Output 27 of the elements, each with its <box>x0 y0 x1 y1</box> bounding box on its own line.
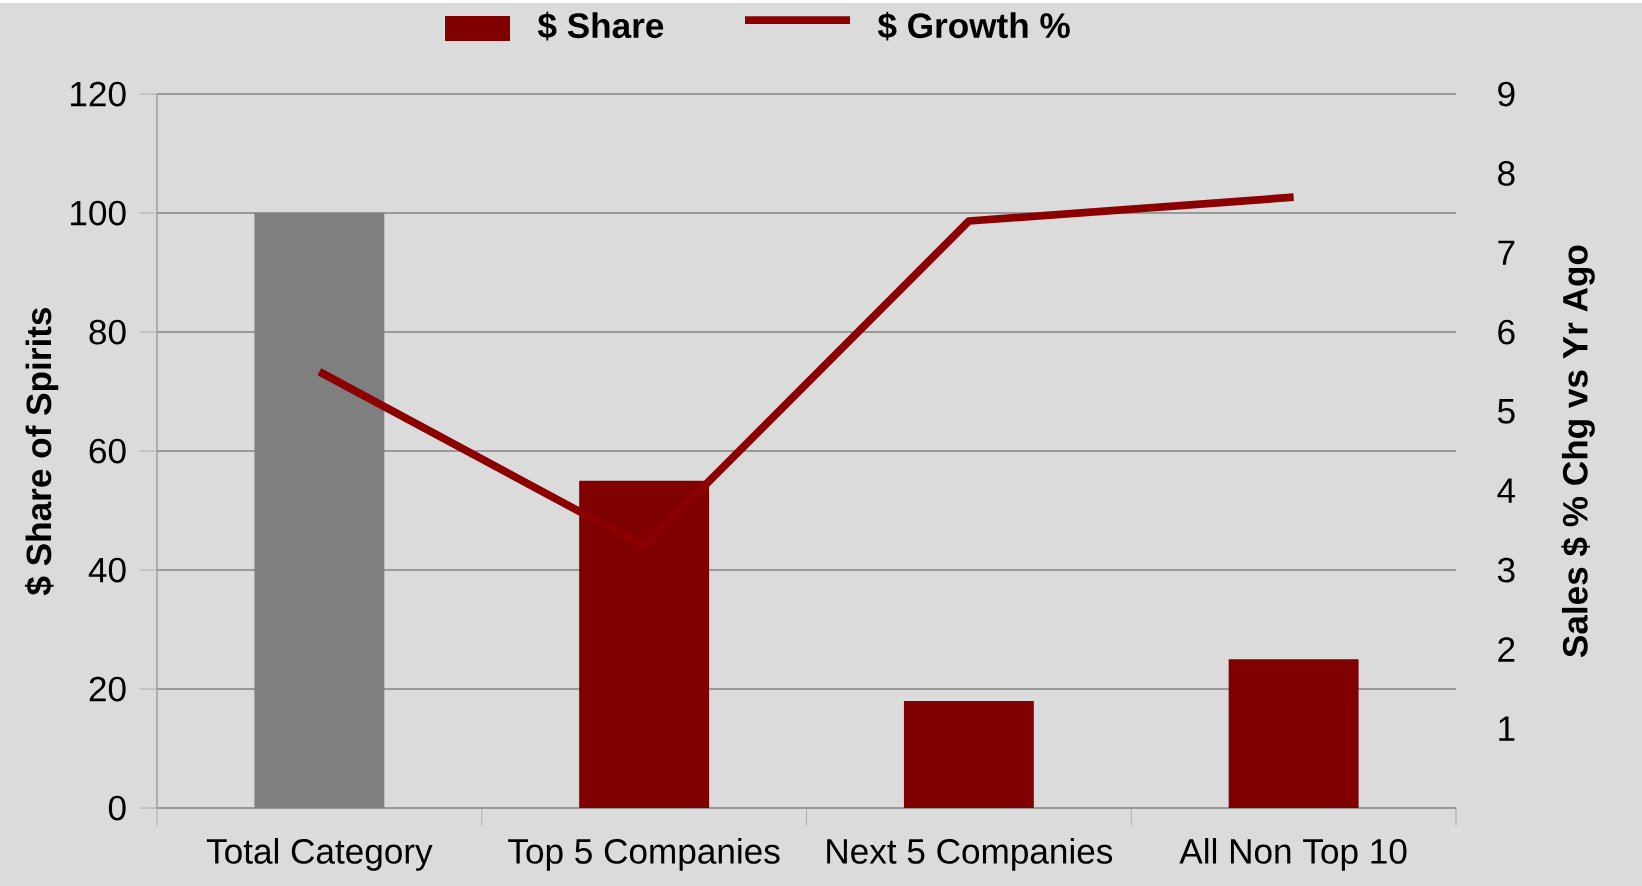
x-tick-label: Next 5 Companies <box>827 838 1113 871</box>
y2-tick-label: 9 <box>1498 81 1515 107</box>
y-tick-label: 120 <box>71 81 126 107</box>
x-tick-label: Total Category <box>206 838 433 871</box>
y-axis-title: $ Share of Spirits <box>24 307 59 596</box>
y2-tick-label: 1 <box>1499 716 1515 741</box>
y2-tick-label: 4 <box>1497 478 1516 503</box>
legend-label: $ Growth % <box>877 11 1070 41</box>
bar <box>903 700 1034 809</box>
y2-tick-label: 3 <box>1497 557 1515 583</box>
x-tick-label: All Non Top 10 <box>1179 838 1407 871</box>
legend-label: $ Share <box>537 11 664 41</box>
y-tick-label: 0 <box>108 795 126 821</box>
y-tick-label: 80 <box>89 319 126 345</box>
y-tick-label: 20 <box>89 676 126 702</box>
y-tick-label: 40 <box>88 557 126 583</box>
y2-axis-title: Sales $ % Chg vs Yr Ago <box>1561 245 1595 658</box>
y2-tick-label: 2 <box>1498 637 1515 662</box>
bar <box>1228 659 1359 809</box>
y2-tick-label: 7 <box>1498 240 1515 265</box>
y2-tick-label: 5 <box>1497 399 1515 424</box>
y2-tick-label: 8 <box>1498 160 1515 186</box>
x-tick-label: Top 5 Companies <box>508 838 780 871</box>
y-tick-label: 60 <box>89 438 126 464</box>
bar <box>254 213 385 809</box>
y-tick-label: 100 <box>71 200 126 226</box>
y2-tick-label: 6 <box>1498 319 1515 345</box>
